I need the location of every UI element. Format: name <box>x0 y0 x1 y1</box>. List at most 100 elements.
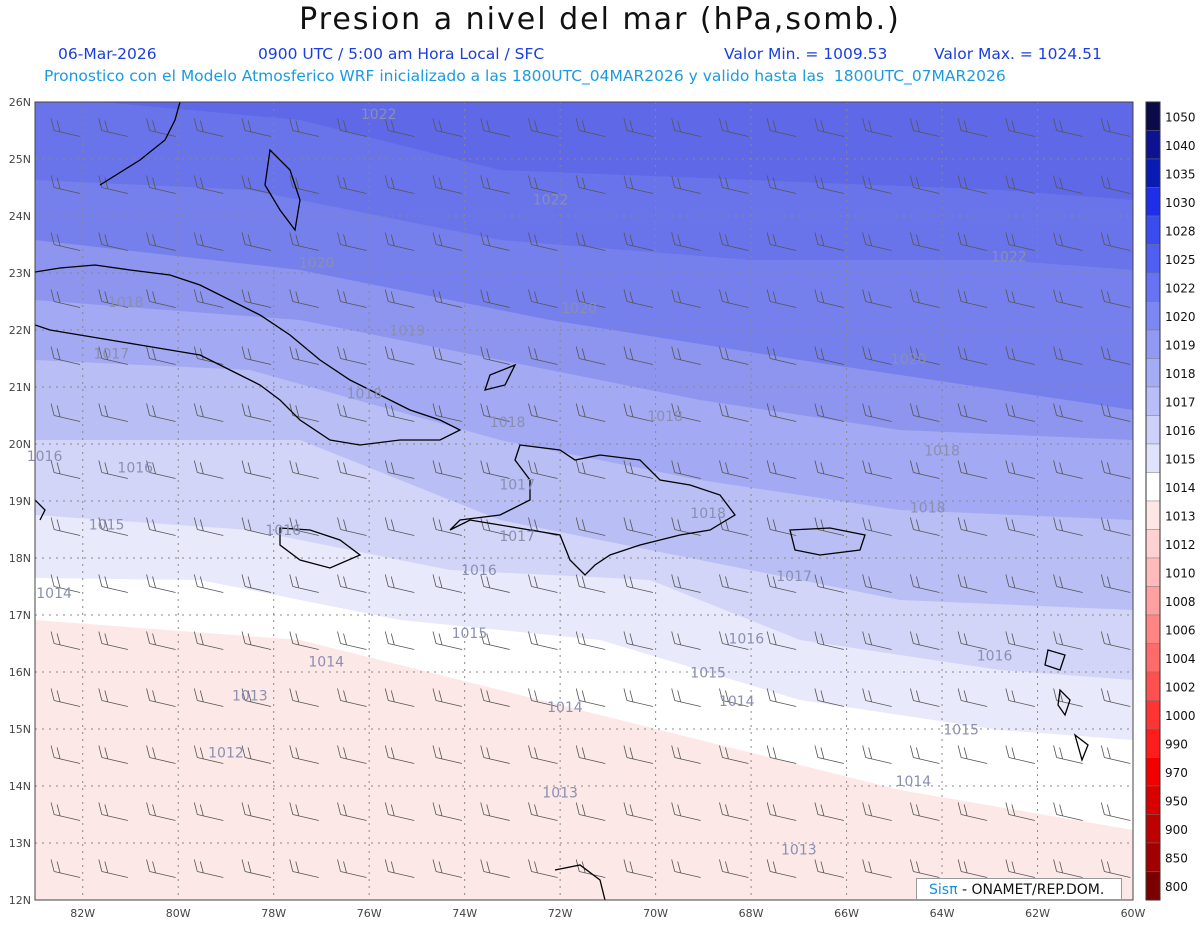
wind-barb <box>241 175 272 194</box>
wind-barb <box>814 289 845 308</box>
colorbar-tick-label: 1008 <box>1165 595 1196 609</box>
colorbar-swatch <box>1145 215 1161 245</box>
wind-barb <box>575 802 606 821</box>
wind-barb <box>98 346 128 365</box>
wind-barb <box>1005 745 1035 764</box>
colorbar-tick-label: 1010 <box>1165 567 1196 581</box>
wind-barb <box>50 289 81 308</box>
wind-barb <box>480 859 510 878</box>
isobar-label: 1020 <box>891 352 927 368</box>
wind-barb <box>480 745 510 764</box>
wind-barb <box>862 631 892 650</box>
coastlines <box>35 102 1089 900</box>
lat-tick-label: 12N <box>9 894 31 907</box>
colorbar-swatch <box>1145 130 1161 160</box>
colorbar-tick-label: 1040 <box>1165 139 1196 153</box>
wind-barb <box>910 802 940 821</box>
isobar-label: 1018 <box>490 415 526 431</box>
wind-barb <box>814 460 845 479</box>
wind-barb <box>1100 289 1131 308</box>
isobar-label: 1014 <box>308 654 344 670</box>
wind-barb <box>719 802 749 821</box>
colorbar-tick-label: 1016 <box>1165 424 1196 438</box>
wind-barb <box>241 289 272 308</box>
wind-barb <box>480 688 510 707</box>
forecast-date: 06-Mar-2026 <box>58 45 157 63</box>
wind-barb <box>623 688 654 707</box>
wind-barb <box>98 745 128 764</box>
wind-barb <box>337 631 367 650</box>
isobar-label: 1022 <box>361 107 397 123</box>
wind-barb <box>1100 517 1131 536</box>
wind-barb <box>146 631 176 650</box>
colorbar-swatch <box>1145 557 1161 587</box>
isobar-label: 1017 <box>499 529 535 545</box>
colorbar-swatch <box>1145 785 1161 815</box>
wind-barb <box>1005 118 1035 137</box>
wind-barb <box>766 574 797 593</box>
wind-barb <box>1053 460 1083 479</box>
wind-barb <box>910 574 940 593</box>
colorbar-swatch <box>1145 671 1161 701</box>
isobar-label: 1015 <box>943 723 979 739</box>
wind-barb <box>957 574 988 593</box>
wind-barb <box>337 289 367 308</box>
wind-barb <box>98 289 128 308</box>
wind-barb <box>575 346 606 365</box>
wind-barb <box>241 802 272 821</box>
wind-barb <box>289 346 319 365</box>
wind-barb <box>623 802 654 821</box>
colorbar-tick-label: 1018 <box>1165 367 1196 381</box>
wind-barb <box>193 460 224 479</box>
wind-barb <box>50 232 81 251</box>
isobar-label: 1014 <box>719 694 755 710</box>
wind-barb <box>193 403 224 422</box>
wind-barb <box>1053 859 1083 878</box>
wind-barb <box>50 118 81 137</box>
colorbar-tick-label: 1000 <box>1165 709 1196 723</box>
isobar-label: 1018 <box>924 443 960 459</box>
wind-barb <box>480 802 510 821</box>
wind-barb <box>50 403 81 422</box>
wind-barb <box>575 232 606 251</box>
colorbar-tick-label: 1002 <box>1165 681 1196 695</box>
isobar-label: 1018 <box>690 506 726 522</box>
lon-tick-label: 78W <box>261 907 286 920</box>
isobar-label: 1016 <box>728 632 764 648</box>
lat-tick-label: 18N <box>9 552 31 565</box>
wind-barb <box>719 118 749 137</box>
lat-tick-label: 25N <box>9 153 31 166</box>
colorbar-tick-label: 800 <box>1165 880 1188 894</box>
wind-barb <box>337 346 367 365</box>
wind-barb <box>98 403 128 422</box>
wind-barb <box>623 745 654 764</box>
wind-barb <box>146 346 176 365</box>
isobar-label: 1013 <box>542 785 578 801</box>
wind-barb <box>528 859 558 878</box>
lat-tick-label: 19N <box>9 495 31 508</box>
wind-barb <box>814 232 845 251</box>
wind-barb <box>241 346 272 365</box>
wind-barb <box>1100 859 1131 878</box>
lat-tick-label: 20N <box>9 438 31 451</box>
wind-barb <box>98 232 128 251</box>
wind-barb <box>910 517 940 536</box>
wind-barb <box>432 802 463 821</box>
wind-barb <box>50 745 81 764</box>
lat-tick-label: 22N <box>9 324 31 337</box>
wind-barbs <box>50 118 1131 878</box>
isobar-label: 1015 <box>89 518 125 534</box>
wind-barb <box>862 118 892 137</box>
isobar-label: 1016 <box>977 649 1013 665</box>
wind-barb <box>384 118 415 137</box>
wind-barb <box>337 403 367 422</box>
lon-tick-label: 60W <box>1121 907 1146 920</box>
wind-barb <box>241 745 272 764</box>
wind-barb <box>384 289 415 308</box>
wind-barb <box>432 745 463 764</box>
wind-barb <box>289 460 319 479</box>
lon-tick-label: 74W <box>452 907 477 920</box>
wind-barb <box>575 688 606 707</box>
lon-tick-label: 68W <box>739 907 764 920</box>
lon-tick-label: 76W <box>357 907 382 920</box>
